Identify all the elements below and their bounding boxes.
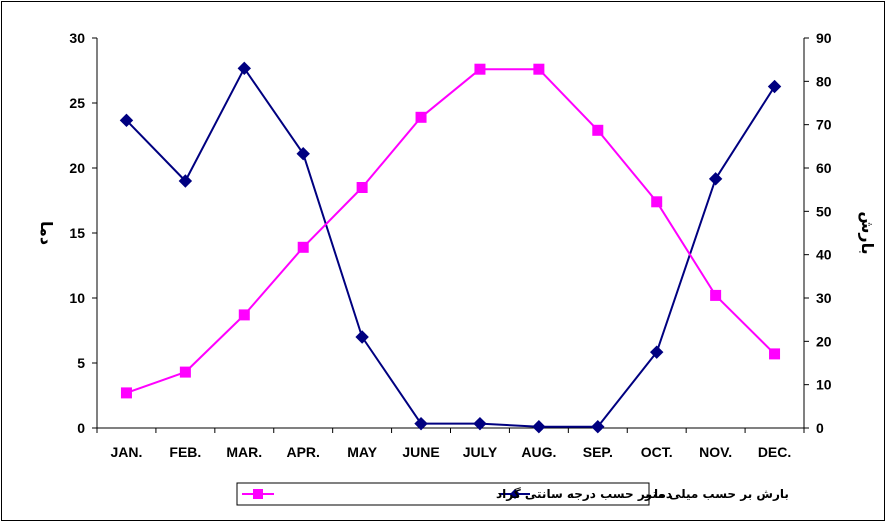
data-point-precipitation xyxy=(591,419,605,434)
right-tick-label: 80 xyxy=(816,73,832,89)
x-tick-label: NOV. xyxy=(699,444,732,460)
data-point-temperature xyxy=(238,309,250,321)
data-point-precipitation xyxy=(532,419,546,434)
x-tick-label: OCT. xyxy=(641,444,673,460)
data-point-precipitation xyxy=(237,61,251,76)
data-point-precipitation xyxy=(178,174,193,188)
left-tick-label: 20 xyxy=(69,160,85,176)
data-point-precipitation xyxy=(767,79,782,94)
x-tick-label: SEP. xyxy=(583,444,613,460)
right-tick-label: 10 xyxy=(816,377,832,393)
data-point-temperature xyxy=(769,348,781,360)
data-point-temperature xyxy=(297,241,309,253)
right-tick-label: 50 xyxy=(816,203,832,219)
left-tick-label: 10 xyxy=(69,290,85,306)
x-tick-label: APR. xyxy=(286,444,319,460)
data-point-precipitation xyxy=(355,330,369,344)
x-tick-label: AUG. xyxy=(521,444,556,460)
legend-marker-square-icon xyxy=(253,489,263,499)
legend-box xyxy=(236,482,650,506)
x-tick-label: JUNE xyxy=(402,444,439,460)
legend: بارش بر حسب میلی متر دما بر حسب درجه سان… xyxy=(236,482,789,506)
data-point-temperature xyxy=(710,289,722,301)
data-point-temperature xyxy=(179,366,191,378)
left-axis-title: دما xyxy=(37,221,56,245)
data-point-temperature xyxy=(651,196,663,208)
left-tick-label: 25 xyxy=(69,95,85,111)
data-point-precipitation xyxy=(296,146,310,161)
x-tick-label: DEC. xyxy=(758,444,791,460)
series-line-temperature xyxy=(126,68,776,394)
legend-marker-diamond-icon xyxy=(510,489,520,499)
data-point-temperature xyxy=(474,63,486,75)
data-point-precipitation xyxy=(414,416,428,431)
left-tick-label: 30 xyxy=(69,30,85,46)
left-tick-label: 5 xyxy=(77,355,85,371)
left-y-axis: 0 5 10 15 20 25 30 xyxy=(69,30,98,436)
right-tick-label: 60 xyxy=(816,160,832,176)
series-layer xyxy=(119,61,782,434)
legend-entry-temperature: دما بر حسب درجه سانتی گراد xyxy=(496,487,672,501)
data-point-temperature xyxy=(592,124,604,136)
data-point-precipitation xyxy=(119,113,134,128)
data-point-temperature xyxy=(415,111,427,123)
plot-area xyxy=(97,38,804,428)
series-line-precipitation xyxy=(125,67,776,428)
right-tick-label: 40 xyxy=(816,247,832,263)
legend-entry-precipitation: بارش بر حسب میلی متر xyxy=(644,487,789,501)
data-point-precipitation xyxy=(473,416,487,431)
right-tick-label: 90 xyxy=(816,30,832,46)
x-axis: JAN. FEB. MAR. APR. MAY JUNE JULY AUG. SEP. OCT. N… xyxy=(96,427,805,460)
right-tick-label: 70 xyxy=(816,117,832,133)
x-tick-label: MAR. xyxy=(226,444,262,460)
x-tick-label: FEB. xyxy=(169,444,201,460)
data-point-precipitation xyxy=(708,172,723,186)
data-point-temperature xyxy=(120,387,132,399)
right-axis-title: بارش xyxy=(858,211,877,254)
left-tick-label: 0 xyxy=(77,420,85,436)
data-point-temperature xyxy=(533,63,545,75)
x-tick-label: JAN. xyxy=(111,444,143,460)
right-tick-label: 0 xyxy=(816,420,824,436)
x-tick-label: MAY xyxy=(347,444,377,460)
x-tick-label: JULY xyxy=(463,444,498,460)
data-point-precipitation xyxy=(650,345,664,359)
right-y-axis: 0 10 20 30 40 50 60 70 80 90 xyxy=(803,30,832,436)
left-tick-label: 15 xyxy=(69,225,85,241)
right-tick-label: 20 xyxy=(816,333,832,349)
data-point-temperature xyxy=(356,182,368,193)
plot-background xyxy=(97,38,804,428)
right-tick-label: 30 xyxy=(816,290,832,306)
